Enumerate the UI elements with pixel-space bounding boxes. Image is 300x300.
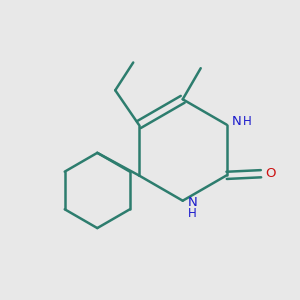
Text: O: O [266, 167, 276, 180]
Text: N: N [188, 196, 197, 209]
Text: N: N [232, 115, 242, 128]
Text: H: H [243, 115, 252, 128]
Text: H: H [188, 207, 197, 220]
